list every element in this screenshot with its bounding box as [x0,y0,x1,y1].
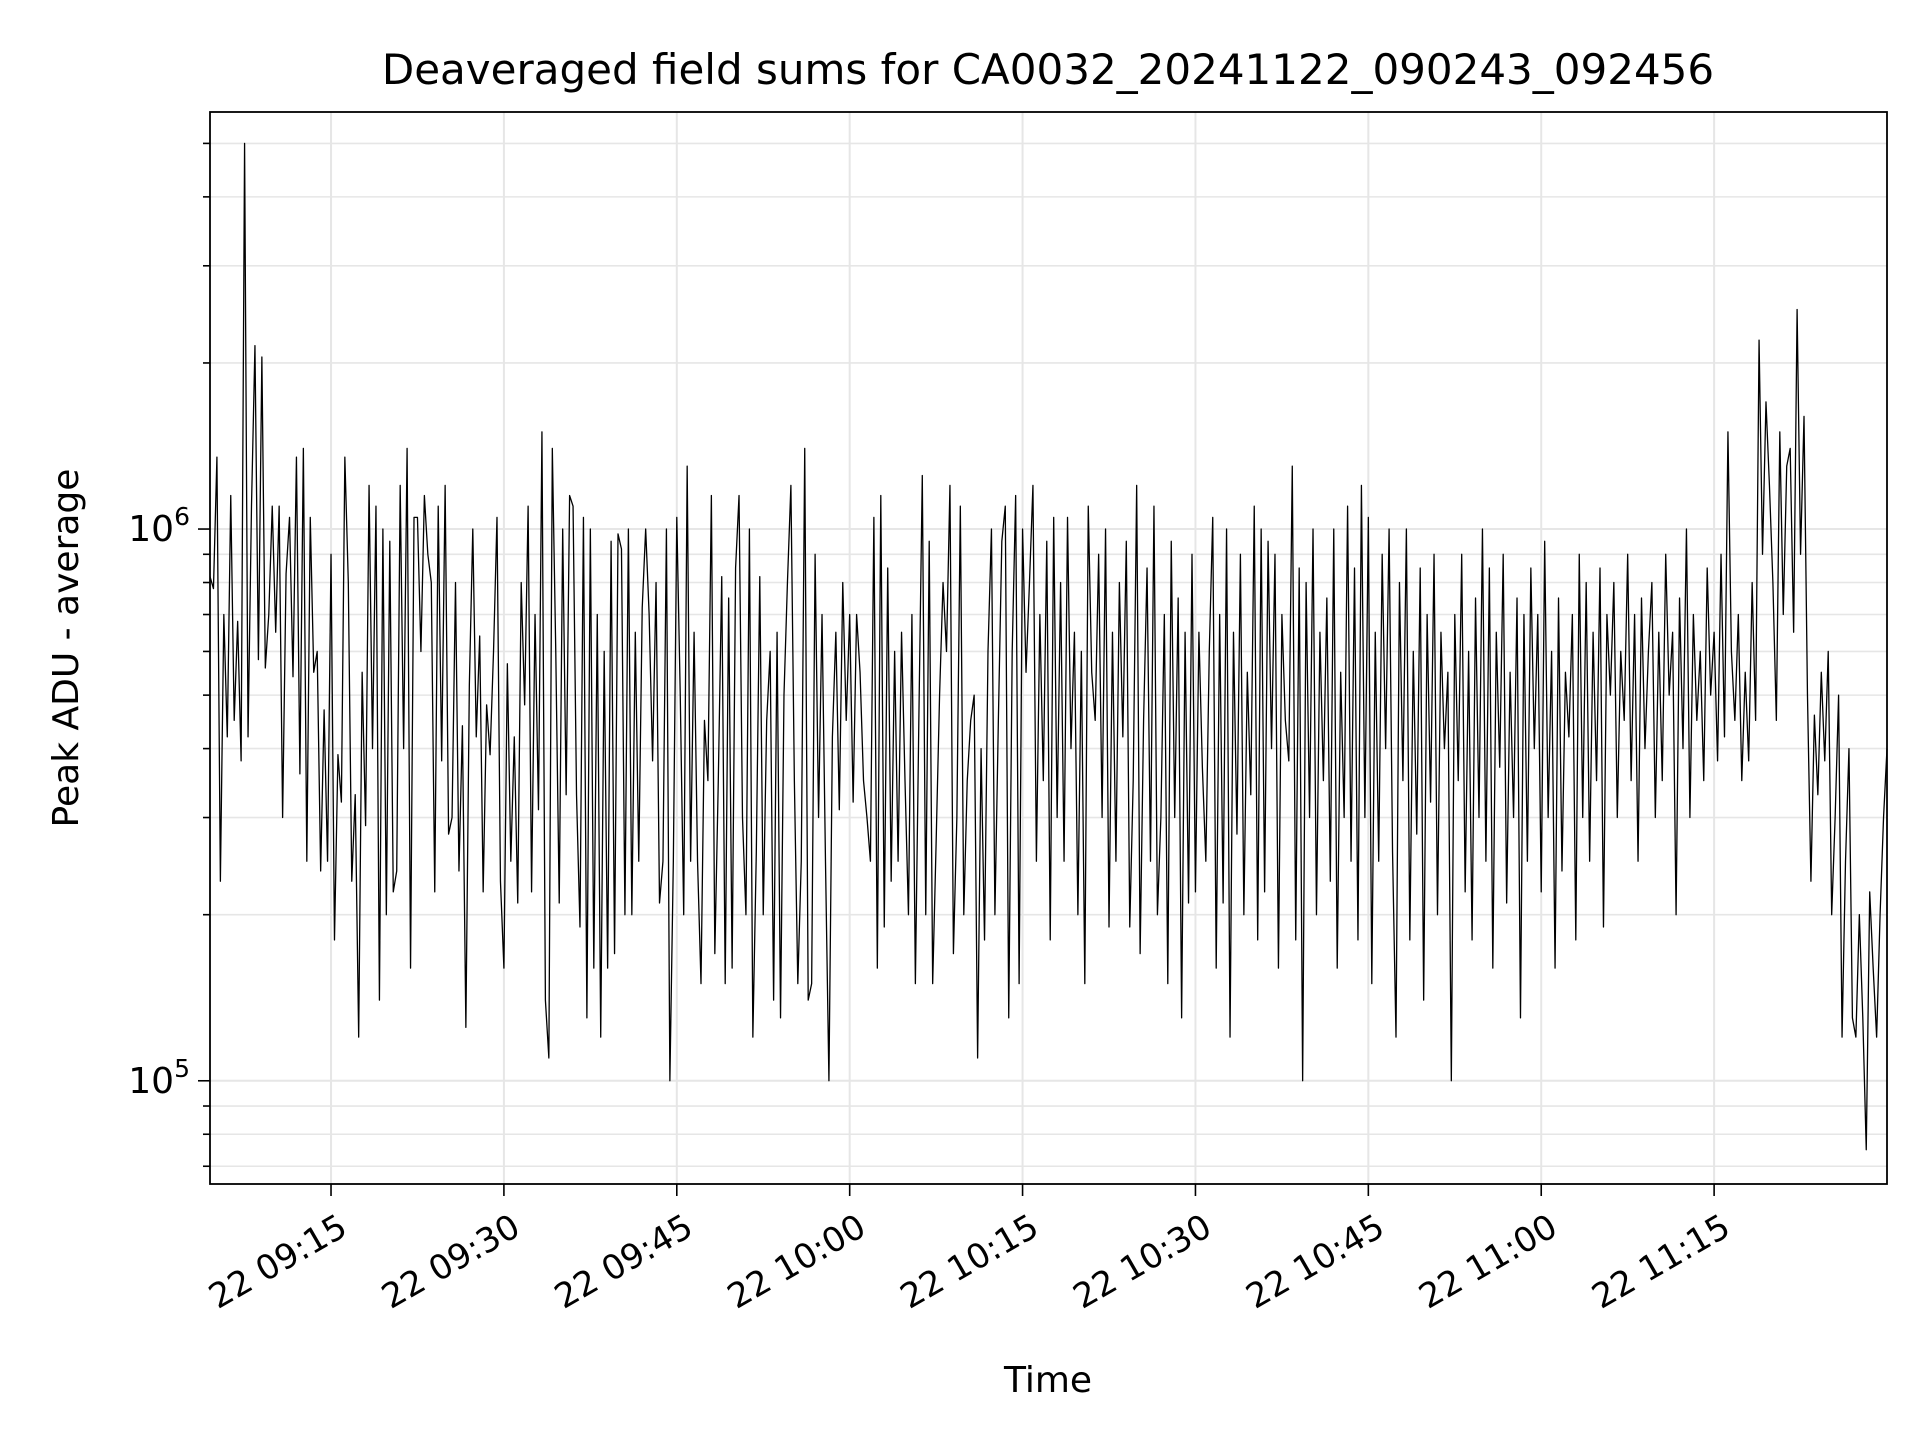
chart-title: Deaveraged field sums for CA0032_2024112… [382,45,1714,94]
y-axis: 105 106 [128,142,210,1168]
x-axis-label: Time [1003,1360,1092,1401]
y-tick-label: 106 [128,502,190,550]
data-series-line-1 [209,142,1888,1151]
y-tick-label: 105 [128,1054,190,1102]
plot-frame [209,111,1888,1185]
grid-lines [210,112,1887,1184]
y-axis-label: Peak ADU - average [46,469,87,828]
series-layer [209,142,1888,1151]
